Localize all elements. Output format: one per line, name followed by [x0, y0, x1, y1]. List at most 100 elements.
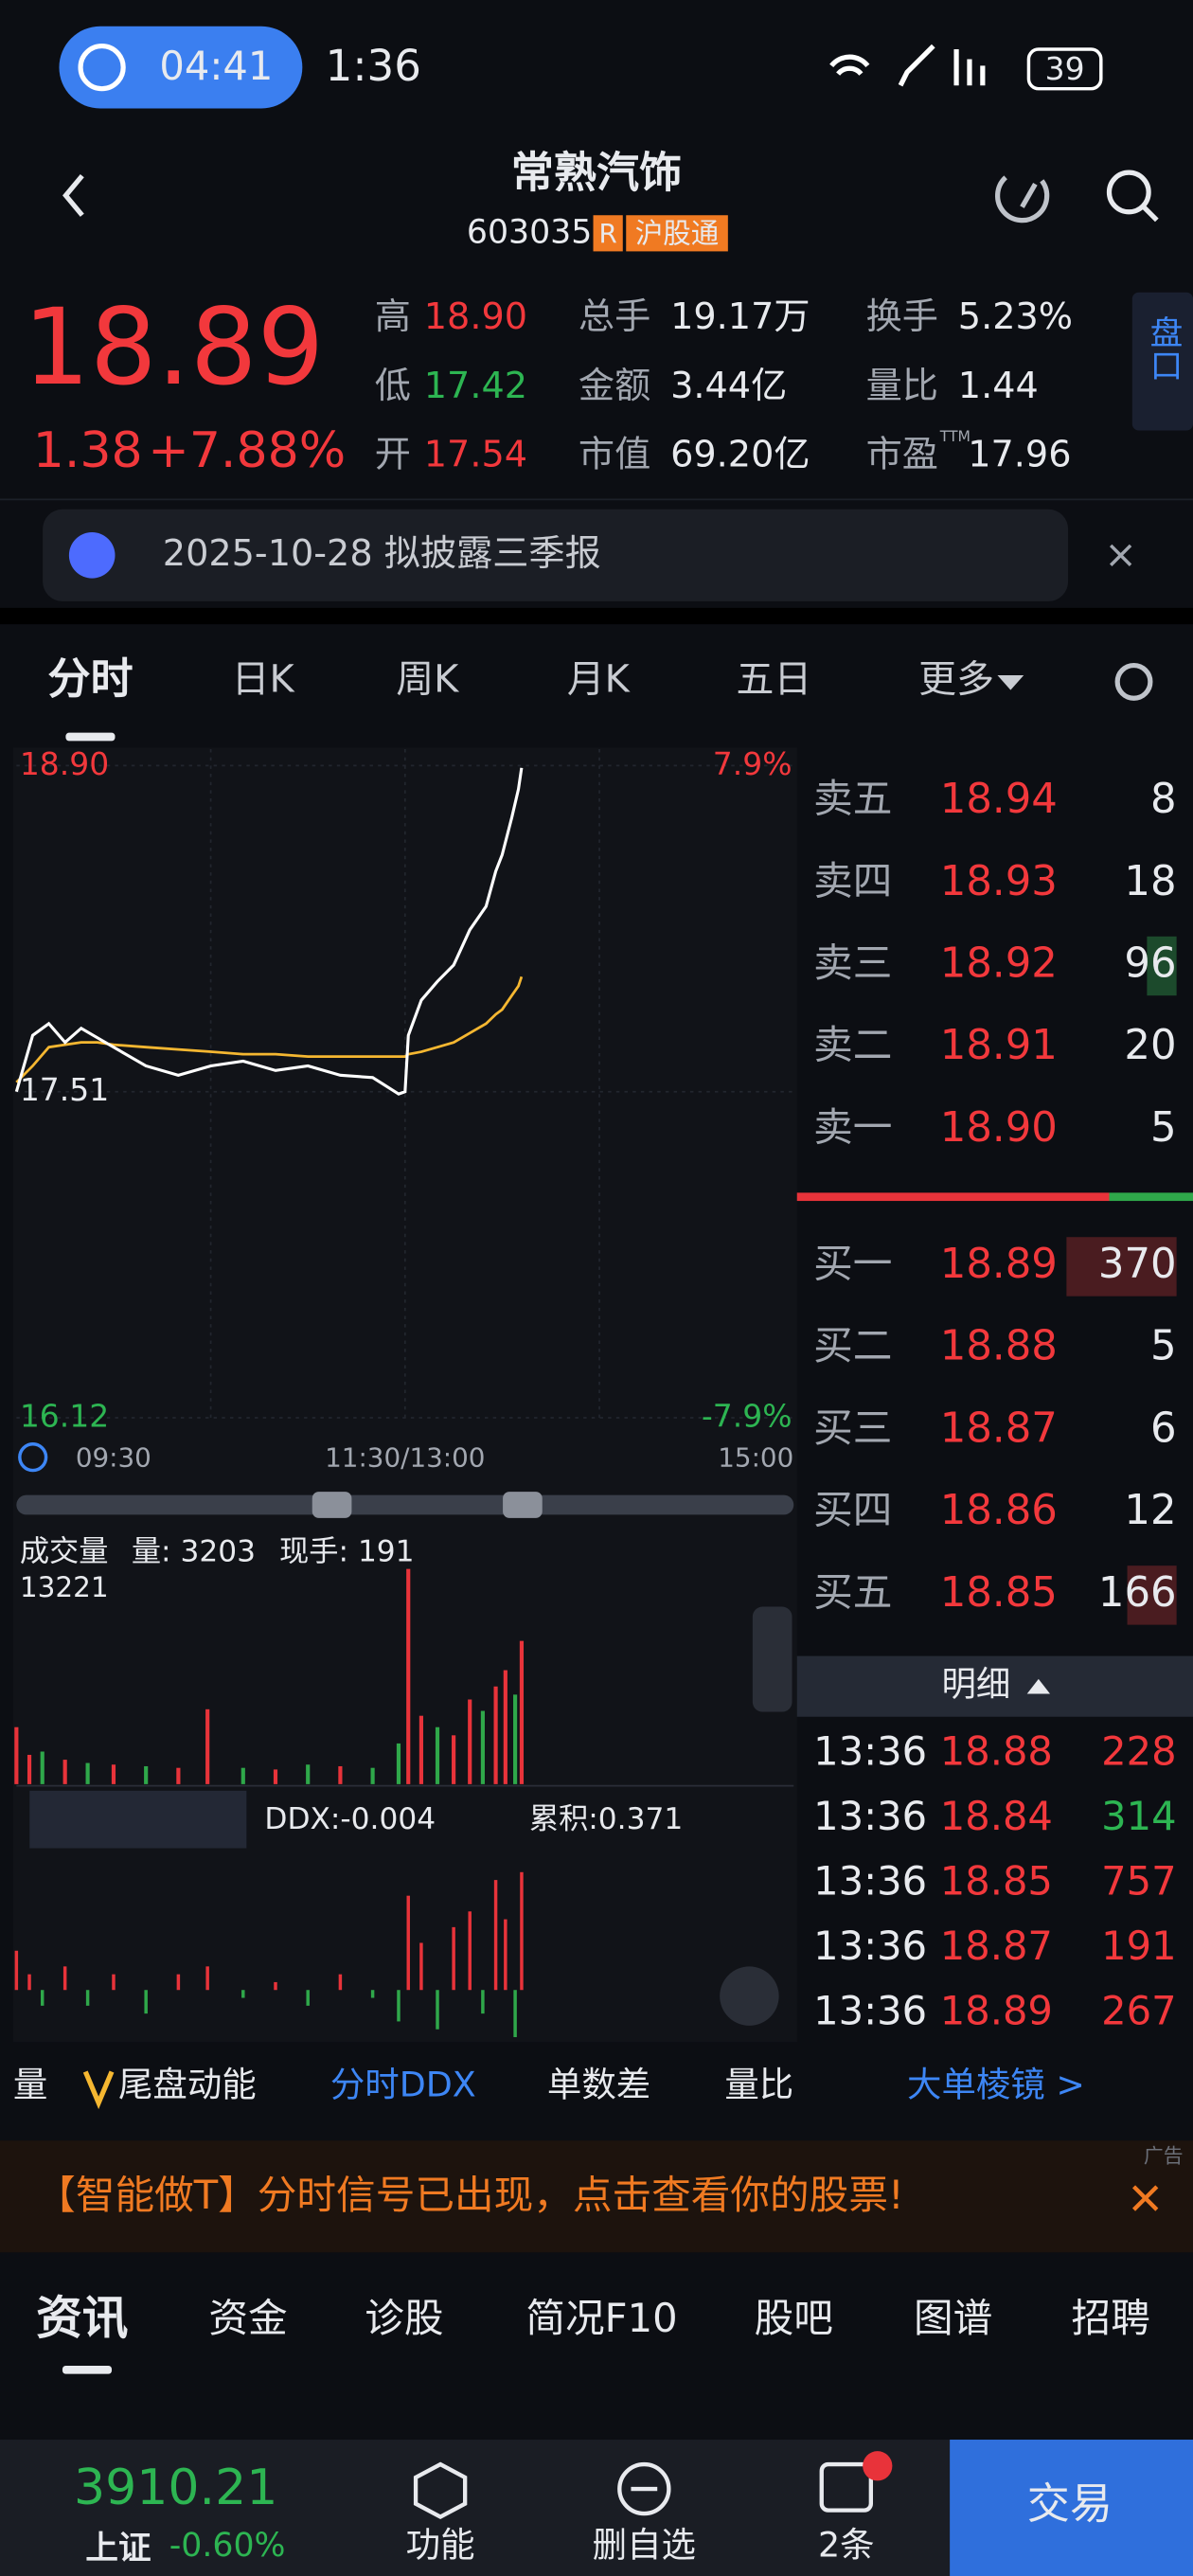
book-label: 卖四: [813, 857, 892, 903]
volume-bar: [176, 1767, 181, 1784]
volume-bar: [273, 1769, 278, 1784]
ddx-bar: [205, 1966, 209, 1991]
chart-tab[interactable]: 分时: [47, 653, 133, 704]
charts: 16.12 17.51 18.90 -7.9% 7.9% 09:30 11:30/13:00…: [14, 745, 793, 2038]
info-tab[interactable]: 资讯: [36, 2292, 128, 2345]
indicator-tab[interactable]: 量比: [724, 2065, 793, 2105]
info-tab[interactable]: 资金: [208, 2295, 287, 2341]
info-tab[interactable]: 招聘: [1072, 2295, 1150, 2341]
collapse-button[interactable]: [752, 1606, 792, 1712]
expand-button[interactable]: [720, 1966, 779, 2026]
info-tabs: 资讯 资金 诊股 简况F10 股吧 图谱 招聘: [36, 2292, 1150, 2345]
indicator-tabs: 量 尾盘动能 分时DDX 单数差 量比 大单棱镜 >: [13, 2065, 1085, 2110]
slider-handle-right[interactable]: [503, 1492, 543, 1518]
book-label: 卖一: [813, 1103, 892, 1150]
hand-label: 现手: 191: [279, 1534, 415, 1568]
chart-tab[interactable]: 五日: [737, 657, 812, 701]
price-line: [14, 767, 524, 1096]
info-tab[interactable]: 诊股: [365, 2295, 443, 2341]
settings-button[interactable]: [1114, 662, 1153, 701]
refresh-button[interactable]: [995, 175, 1050, 224]
ad-close[interactable]: [1131, 2185, 1159, 2211]
book-qty: 6: [1150, 1404, 1177, 1452]
book-price: 18.90: [940, 1104, 1058, 1152]
ad-bar[interactable]: [0, 2140, 1193, 2253]
info-tab[interactable]: 图谱: [914, 2295, 992, 2341]
stat-label: 低: [375, 366, 411, 407]
search-button[interactable]: [1106, 170, 1151, 215]
x-tick-label: 15:00: [718, 1441, 793, 1473]
y-tick-label: 18.90: [20, 745, 109, 782]
range-slider[interactable]: [16, 1494, 794, 1515]
back-button[interactable]: [62, 173, 84, 217]
ddx-bar: [397, 1990, 401, 2022]
notice-icon-btn[interactable]: [819, 2461, 874, 2513]
alarm-time: 04:41: [159, 43, 273, 89]
indicator-tab[interactable]: 大单棱镜 >: [907, 2065, 1085, 2105]
chart-tab[interactable]: 更多: [918, 657, 994, 701]
alarm-icon: [78, 43, 126, 92]
book-qty: 96: [1124, 940, 1176, 988]
trade-price: 18.84: [940, 1793, 1053, 1839]
book-label: 卖三: [813, 939, 892, 986]
buy-sell-ratio-red: [796, 1192, 1110, 1202]
stat-label: 市值: [579, 435, 650, 476]
sort-icon[interactable]: [1026, 1678, 1051, 1694]
tab-underline: [65, 732, 116, 742]
chart-tab[interactable]: 日K: [232, 657, 295, 701]
y-tick-label: 16.12: [20, 1398, 109, 1435]
function-icon[interactable]: [413, 2461, 468, 2520]
notice-close[interactable]: [1109, 544, 1132, 566]
book-price: 18.94: [940, 776, 1058, 823]
volume-bar: [480, 1710, 485, 1784]
volume-bar: [40, 1751, 45, 1784]
qty-highlight: [1147, 936, 1177, 996]
crosshair-toggle[interactable]: [18, 1442, 48, 1473]
ddx-bar: [452, 1926, 455, 1991]
indicator-tab[interactable]: 分时DDX: [330, 2065, 476, 2105]
trade-button[interactable]: [950, 2440, 1193, 2576]
chart-tab[interactable]: 周K: [396, 657, 459, 701]
ddx-selector[interactable]: [29, 1790, 247, 1849]
alarm-pill[interactable]: [59, 26, 303, 109]
book-price: 18.86: [940, 1487, 1058, 1534]
index-name: 上证: [85, 2530, 151, 2567]
indicator-tab[interactable]: 量: [13, 2065, 47, 2105]
volume-bar: [14, 1726, 19, 1784]
remove-icon[interactable]: [617, 2461, 671, 2516]
volume-bar: [513, 1694, 518, 1784]
trade-qty: 267: [1101, 1988, 1176, 2034]
qty-highlight: [1066, 1237, 1177, 1297]
v-icon: [82, 2070, 115, 2110]
notice-icon: [68, 532, 116, 579]
x-tick-label: 09:30: [76, 1441, 151, 1473]
ddx-bar: [493, 1880, 498, 1991]
volume-bar: [240, 1767, 245, 1784]
indicator-tab[interactable]: 尾盘动能: [118, 2065, 257, 2105]
ad-tag: 广告: [1144, 2145, 1184, 2168]
volume-bar: [468, 1699, 472, 1784]
chart-tab[interactable]: 月K: [567, 657, 631, 701]
qty-highlight: [1127, 1565, 1177, 1625]
slider-handle-left[interactable]: [312, 1492, 352, 1518]
stock-code: 603035: [467, 213, 592, 251]
ddx-bar: [520, 1871, 524, 1991]
ddx-bar: [468, 1911, 472, 1991]
ddx-bar: [306, 1990, 310, 2006]
notice-bar[interactable]: [43, 509, 1069, 601]
ddx-cumulative: 累积:0.371: [529, 1802, 683, 1836]
indicator-tab[interactable]: 单数差: [547, 2065, 650, 2105]
trade-time: 13:36: [813, 1988, 927, 2034]
book-qty: 166: [1098, 1569, 1177, 1617]
handicap-button[interactable]: [1131, 292, 1193, 431]
ddx-bar: [481, 1990, 485, 2014]
stat-label: 高: [375, 296, 411, 338]
book-label: 买二: [813, 1322, 892, 1368]
volume-title: 成交量: [20, 1534, 109, 1568]
order-book: 卖五 18.94 8 卖四 18.93 18 卖三 18.92 96 卖二 18.91 20 卖一 18.…: [813, 776, 1177, 1625]
info-tab[interactable]: 股吧: [755, 2295, 833, 2341]
ddx-bar: [406, 1895, 410, 1991]
info-tab[interactable]: 简况F10: [525, 2295, 677, 2341]
notice-count: 2条: [818, 2524, 875, 2565]
